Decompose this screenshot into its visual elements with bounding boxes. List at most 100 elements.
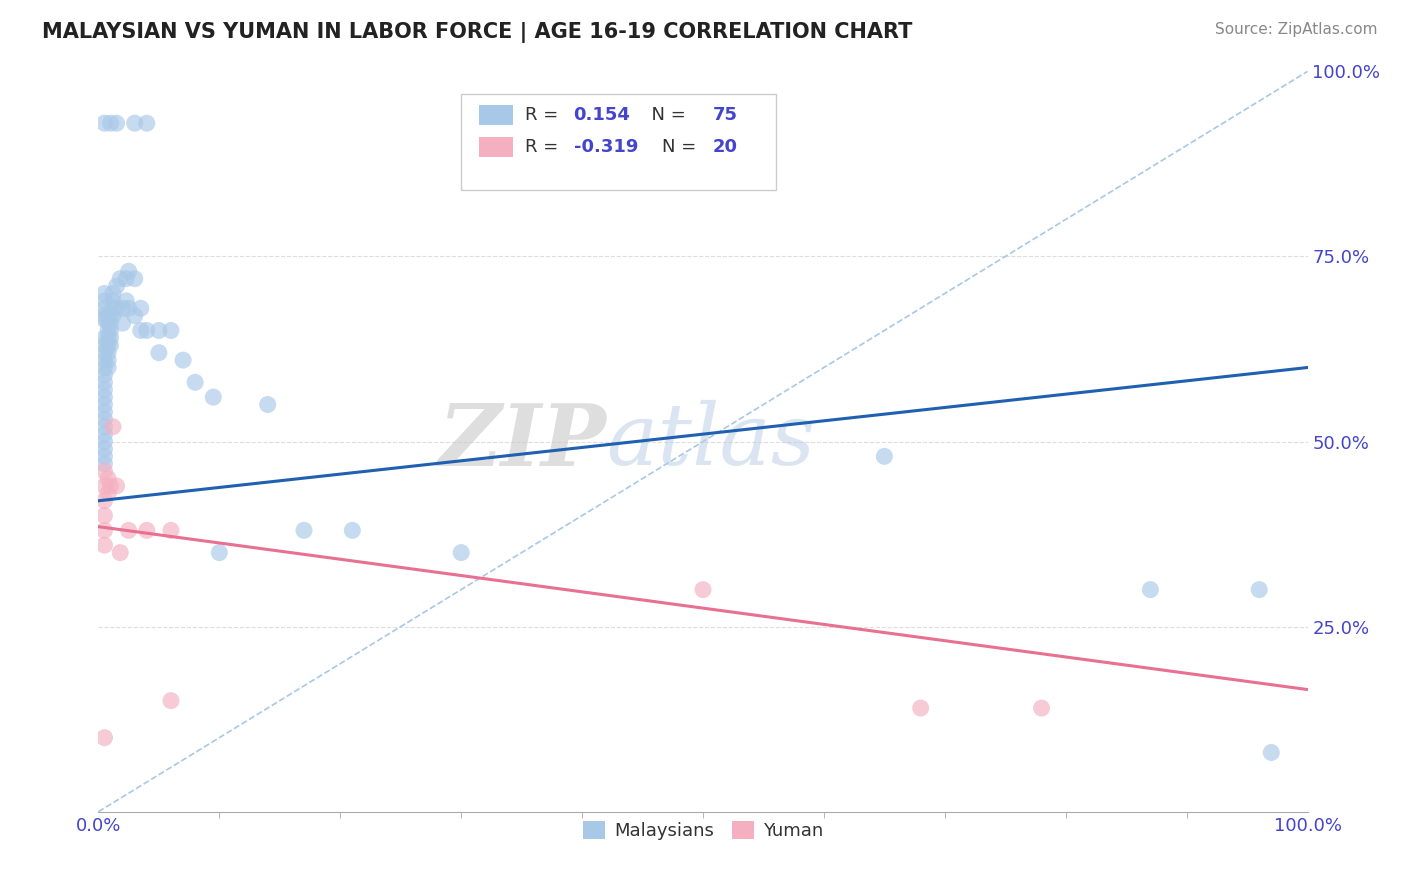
Point — [93, 309, 115, 323]
Point — [124, 116, 146, 130]
Point — [118, 264, 141, 278]
Point — [256, 398, 278, 412]
Point — [118, 524, 141, 538]
Point — [101, 419, 124, 434]
Point — [93, 383, 115, 397]
Text: ZIP: ZIP — [439, 400, 606, 483]
Point — [450, 546, 472, 560]
Point — [148, 345, 170, 359]
Point — [93, 427, 115, 442]
Point — [93, 368, 115, 382]
Point — [93, 286, 115, 301]
Point — [135, 324, 157, 338]
Point — [93, 508, 115, 523]
Point — [135, 116, 157, 130]
Point — [93, 493, 115, 508]
Point — [105, 279, 128, 293]
Point — [93, 538, 115, 552]
Point — [93, 353, 115, 368]
Point — [105, 116, 128, 130]
Point — [93, 479, 115, 493]
Point — [160, 524, 183, 538]
Legend: Malaysians, Yuman: Malaysians, Yuman — [576, 814, 830, 847]
Point — [93, 457, 115, 471]
Text: R =: R = — [526, 138, 564, 156]
Point — [115, 271, 138, 285]
Point — [97, 338, 120, 352]
Point — [97, 309, 120, 323]
Point — [118, 301, 141, 316]
Point — [93, 731, 115, 745]
Point — [208, 546, 231, 560]
Point — [342, 524, 364, 538]
Point — [93, 338, 115, 352]
Point — [97, 353, 120, 368]
Point — [97, 331, 120, 345]
Text: 20: 20 — [713, 138, 738, 156]
Point — [93, 442, 115, 456]
Point — [93, 331, 115, 345]
Point — [97, 471, 120, 485]
Point — [184, 376, 207, 390]
Point — [93, 464, 115, 478]
Point — [692, 582, 714, 597]
FancyBboxPatch shape — [479, 104, 513, 126]
Point — [100, 331, 122, 345]
Point — [100, 479, 122, 493]
Point — [93, 524, 115, 538]
Point — [93, 376, 115, 390]
Point — [101, 301, 124, 316]
Text: R =: R = — [526, 106, 564, 124]
Point — [172, 353, 194, 368]
Point — [97, 345, 120, 359]
Point — [93, 398, 115, 412]
Point — [108, 546, 131, 560]
Point — [910, 701, 932, 715]
Point — [129, 301, 152, 316]
Point — [93, 450, 115, 464]
FancyBboxPatch shape — [461, 94, 776, 190]
Point — [100, 338, 122, 352]
Text: N =: N = — [662, 138, 702, 156]
Point — [93, 293, 115, 308]
Point — [101, 293, 124, 308]
Point — [93, 405, 115, 419]
Point — [292, 524, 315, 538]
Point — [100, 116, 122, 130]
Point — [873, 450, 896, 464]
Point — [101, 309, 124, 323]
Point — [93, 345, 115, 359]
Point — [129, 324, 152, 338]
Point — [100, 324, 122, 338]
Point — [111, 301, 134, 316]
Point — [93, 312, 115, 326]
Point — [101, 286, 124, 301]
Point — [108, 271, 131, 285]
Point — [1249, 582, 1271, 597]
Point — [148, 324, 170, 338]
Point — [93, 360, 115, 375]
Text: -0.319: -0.319 — [574, 138, 638, 156]
Point — [1260, 746, 1282, 760]
Text: MALAYSIAN VS YUMAN IN LABOR FORCE | AGE 16-19 CORRELATION CHART: MALAYSIAN VS YUMAN IN LABOR FORCE | AGE … — [42, 22, 912, 44]
Point — [202, 390, 225, 404]
Point — [160, 694, 183, 708]
Point — [124, 271, 146, 285]
Point — [93, 419, 115, 434]
Point — [111, 316, 134, 330]
Text: Source: ZipAtlas.com: Source: ZipAtlas.com — [1215, 22, 1378, 37]
Point — [1139, 582, 1161, 597]
Point — [100, 316, 122, 330]
Point — [1031, 701, 1053, 715]
Point — [115, 293, 138, 308]
Text: N =: N = — [640, 106, 692, 124]
Point — [97, 324, 120, 338]
Point — [135, 524, 157, 538]
Point — [97, 360, 120, 375]
Point — [97, 486, 120, 500]
Point — [93, 434, 115, 449]
Text: atlas: atlas — [606, 401, 815, 483]
Point — [105, 301, 128, 316]
Point — [105, 479, 128, 493]
Point — [93, 116, 115, 130]
